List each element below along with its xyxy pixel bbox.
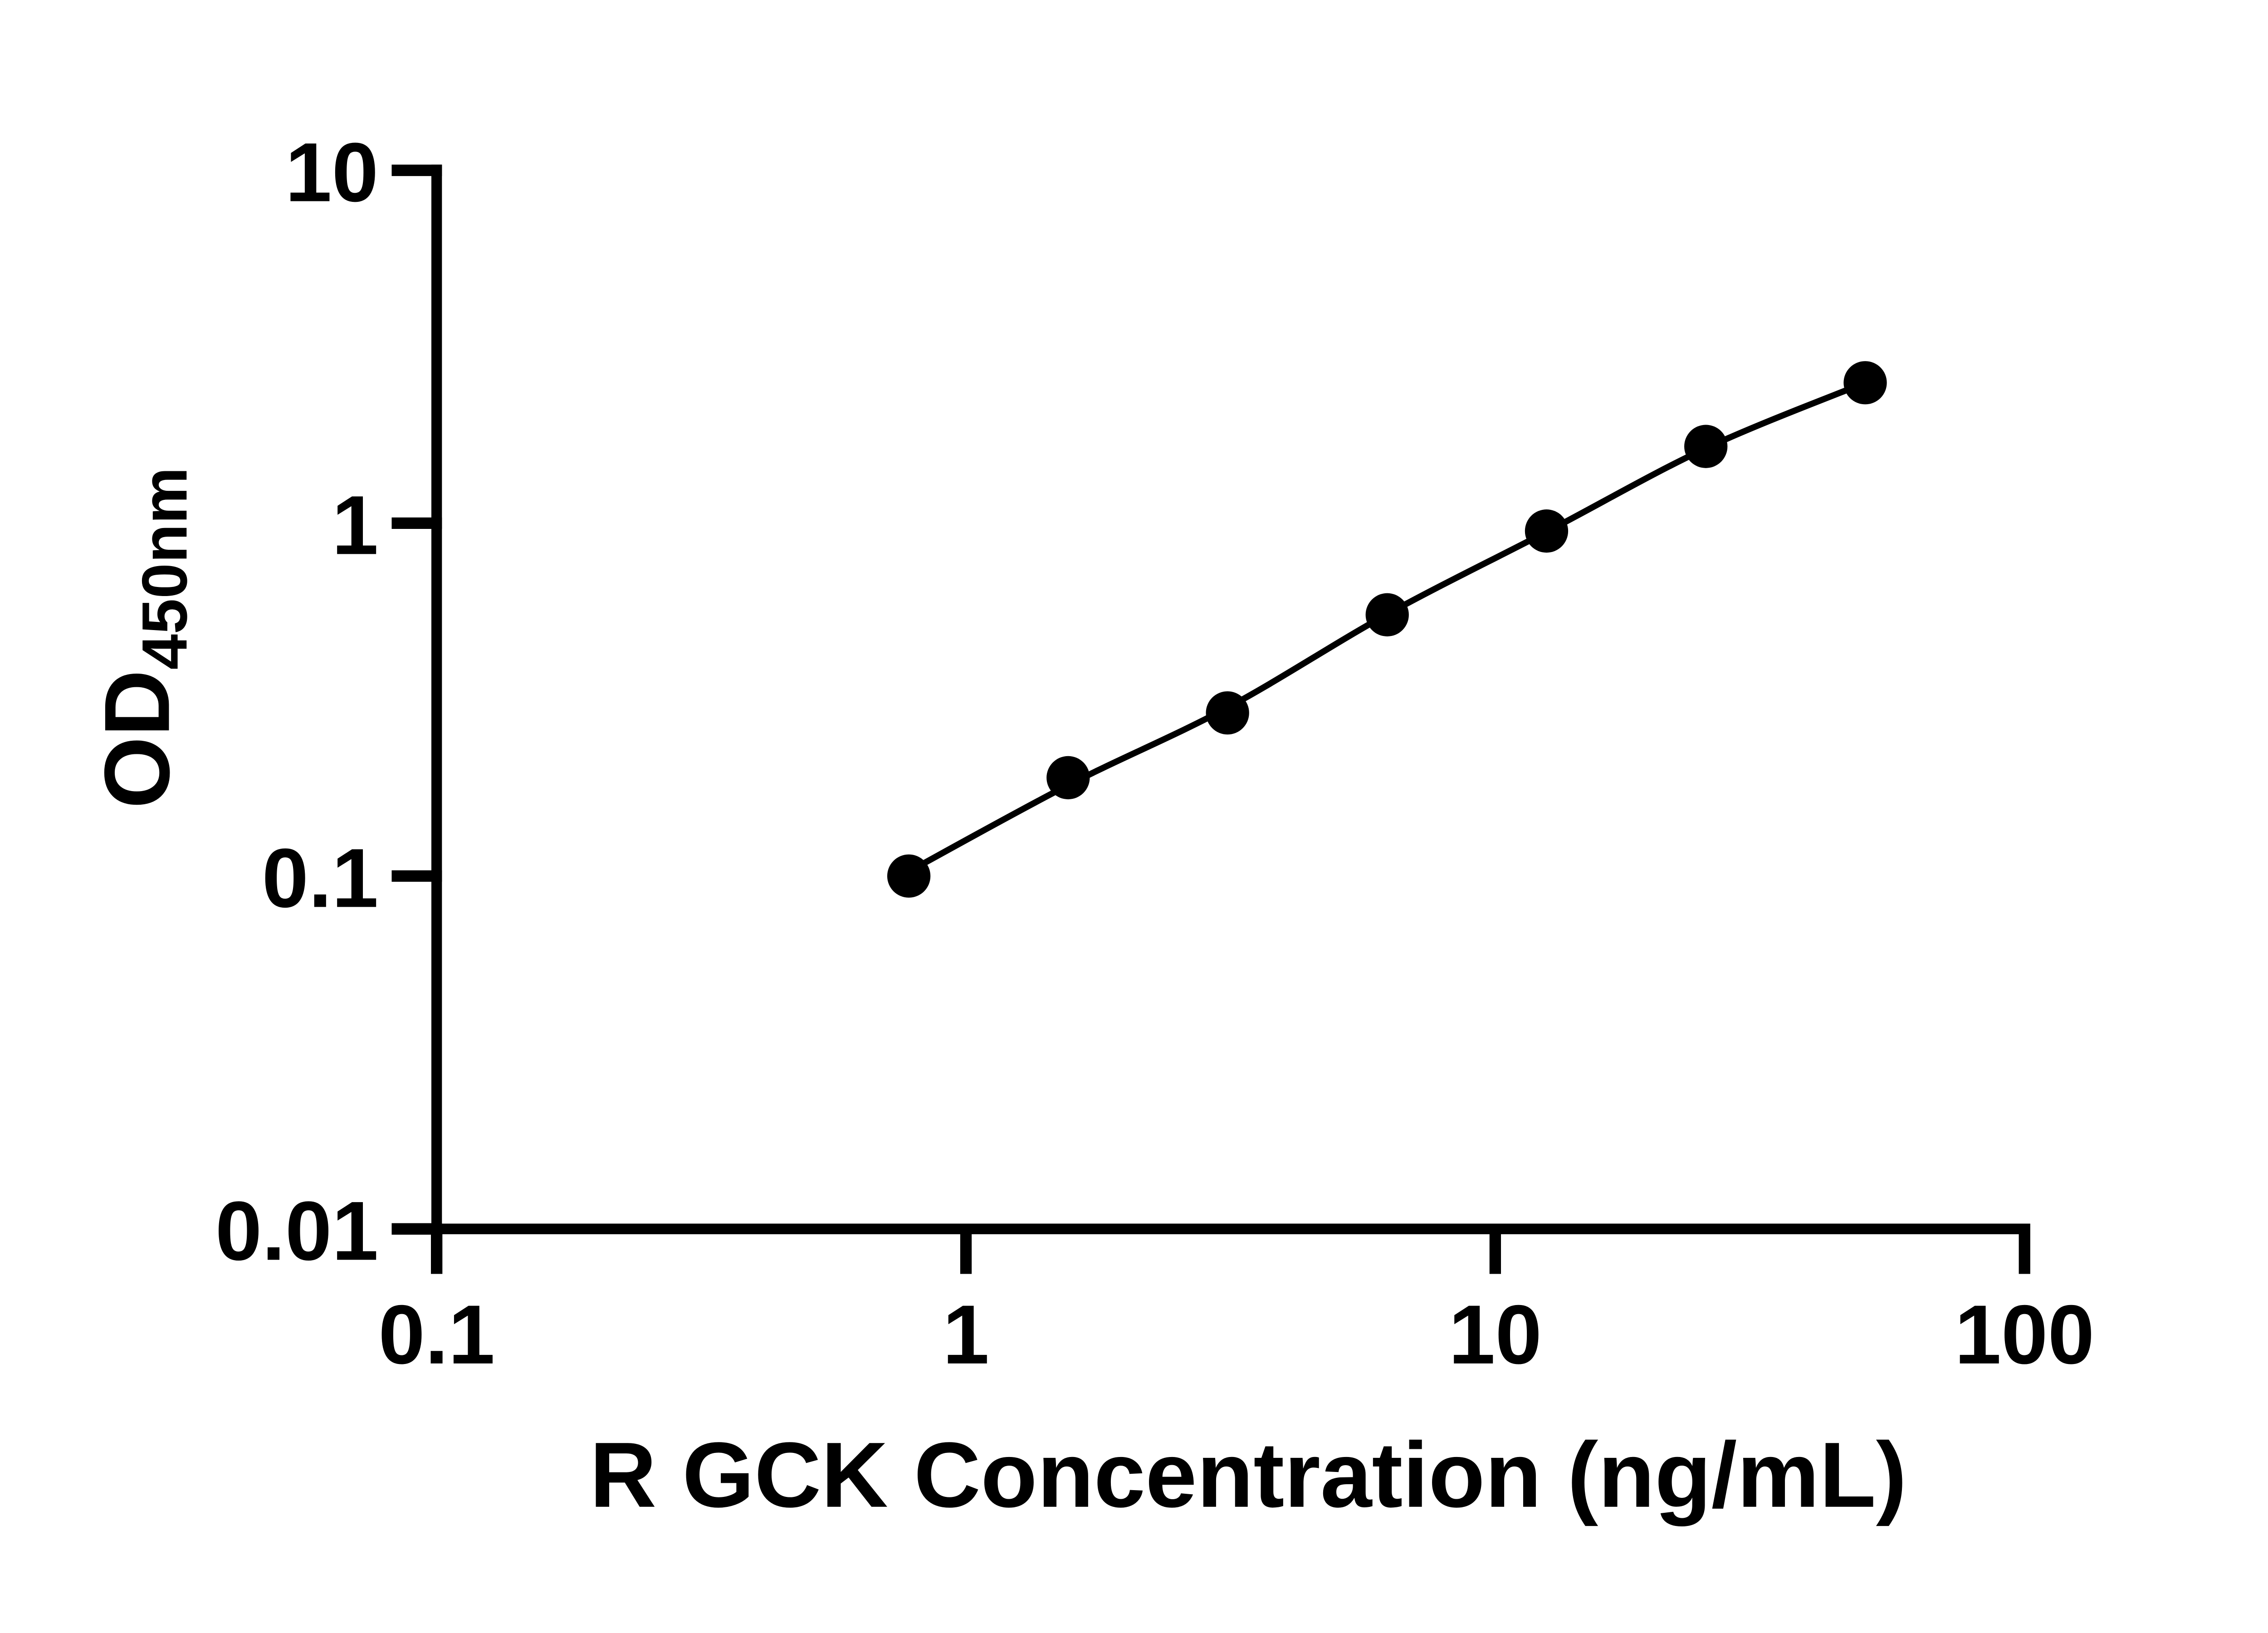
- y-axis-title-main: OD: [85, 670, 189, 808]
- y-tick-label: 0.01: [215, 1184, 379, 1278]
- figure-background: [0, 22, 2268, 1611]
- data-point: [1684, 425, 1728, 468]
- y-tick-label: 1: [332, 479, 379, 572]
- data-point: [887, 854, 931, 898]
- data-point: [1843, 361, 1887, 405]
- x-tick-label: 100: [1955, 1288, 2094, 1382]
- x-ticks: [431, 1223, 2030, 1274]
- data-point: [1525, 509, 1569, 553]
- y-tick-label: 10: [285, 126, 379, 220]
- x-tick-label: 1: [943, 1288, 989, 1382]
- plot-area: 0.01 0.1 1 10 0.1 1 10 100: [215, 126, 2095, 1382]
- y-ticks: [391, 164, 442, 1235]
- y-tick-labels: 0.01 0.1 1 10: [215, 126, 379, 1278]
- x-tick-label: 0.1: [378, 1288, 495, 1382]
- data-point: [1206, 691, 1249, 735]
- y-axis-title: OD450nm: [85, 467, 200, 809]
- data-points: [887, 361, 1887, 898]
- x-tick-labels: 0.1 1 10 100: [378, 1288, 2094, 1382]
- data-point: [1046, 756, 1090, 800]
- y-tick-label: 0.1: [262, 831, 378, 925]
- y-axis-title-subscript: 450nm: [128, 467, 200, 670]
- x-axis-title: R GCK Concentration (ng/mL): [590, 1423, 1907, 1527]
- data-point: [1365, 593, 1409, 636]
- x-tick-label: 10: [1449, 1288, 1542, 1382]
